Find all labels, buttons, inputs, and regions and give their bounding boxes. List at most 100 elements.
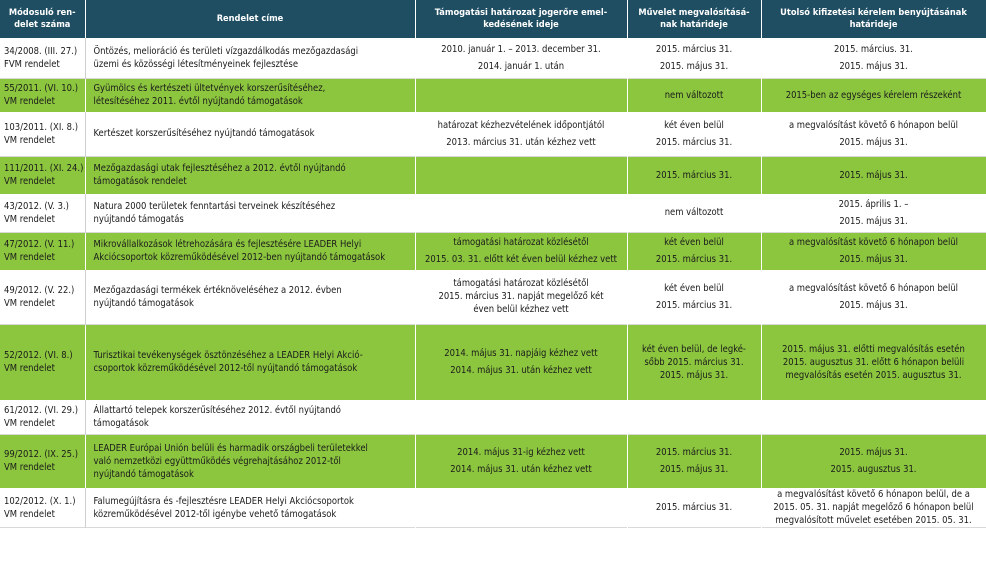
decision-date-cell [415, 488, 628, 528]
cell-line: támogatások [93, 417, 149, 429]
cell-line: a megvalósítást követő 6 hónapon belül, … [777, 489, 970, 500]
last-claim-cell: a megvalósítást követő 6 hónapon belül, … [761, 488, 986, 528]
decision-date-cell [415, 156, 628, 194]
cell-line: nyújtandó támogatás [93, 213, 184, 225]
cell-line: támogatási határozat közlésétől [453, 278, 589, 290]
cell-line: 2015. május 31. [839, 299, 908, 311]
regulation-title-cell: Turisztikai tevékenységek ösztönzéséhez … [85, 324, 416, 400]
regulation-table: Módosuló ren-delet száma Rendelet címe T… [0, 0, 986, 528]
operation-deadline-cell: két éven belül, de legké-sőbb 2015. márc… [627, 324, 762, 400]
header-operation-deadline: Művelet megvalósításá-nak határideje [627, 0, 762, 38]
table-row: 99/2012. (IX. 25.) VM rendelet LEADER Euró… [0, 434, 986, 488]
table-row: 111/2011. (XI. 24.) VM rendelet Mezőgazdas… [0, 156, 986, 194]
cell-line: a megvalósítást követő 6 hónapon belül [788, 237, 959, 249]
regulation-number-cell: 34/2008. (III. 27.) FVM rendelet [0, 38, 86, 78]
last-claim-cell [761, 400, 986, 434]
table-row: 102/2012. (X. 1.) VM rendelet Falumegújítá… [0, 488, 986, 528]
cell-line: Natura 2000 területek fenntartási tervei… [93, 200, 336, 212]
regulation-number-cell: 52/2012. (VI. 8.) VM rendelet [0, 324, 86, 400]
cell-line: 2015. március 31. [655, 299, 733, 311]
cell-line: két éven belül, de legké- [642, 343, 746, 355]
cell-line: 2014. május 31. után kézhez vett [450, 464, 592, 476]
cell-line: 2014. január 1. után [477, 60, 565, 72]
operation-deadline-cell: 2015. március 31. 2015. május 31. [627, 38, 762, 78]
cell-line: 99/2012. (IX. 25.) [4, 449, 78, 461]
regulation-number-cell: 55/2011. (VI. 10.) VM rendelet [0, 78, 86, 112]
cell-line: 2015. május 31. előtti megvalósítás eset… [782, 343, 965, 355]
cell-line: 2015. május 31. [839, 447, 908, 459]
cell-line: 2015. május 31. [839, 215, 908, 227]
regulation-number-cell: 99/2012. (IX. 25.) VM rendelet [0, 434, 86, 488]
cell-line: 2015. augusztus 31. előtt 6 hónapon belü… [782, 356, 965, 368]
cell-line: 2015. március. 31. [834, 43, 913, 55]
last-claim-cell: 2015. május 31. [761, 156, 986, 194]
cell-line: 2015. augusztus 31. [830, 464, 917, 476]
regulation-title-cell: Kertészet korszerűsítéséhez nyújtandó tá… [85, 112, 416, 156]
cell-line: határozat kézhezvételének időpontjától [437, 119, 605, 131]
cell-line: VM rendelet [4, 213, 55, 225]
cell-line: 2015. március 31. [655, 43, 733, 55]
cell-line: 52/2012. (VI. 8.) [4, 350, 73, 362]
cell-line: 2014. május 31. után kézhez vett [450, 365, 592, 377]
decision-date-cell [415, 400, 628, 434]
table-row: 52/2012. (VI. 8.) VM rendelet Turisztikai … [0, 324, 986, 400]
cell-line: támogatási határozat közlésétől [453, 237, 589, 249]
cell-line: 2015-ben az egységes kérelem részeként [785, 89, 962, 101]
cell-line: Kertészet korszerűsítéséhez nyújtandó tá… [93, 128, 315, 140]
cell-line: megvalósítás esetén 2015. augusztus 31. [785, 369, 962, 381]
regulation-number-cell: 43/2012. (V. 3.) VM rendelet [0, 194, 86, 232]
cell-line: 103/2011. (XI. 8.) [4, 121, 78, 133]
cell-line: 2015. május 31. [659, 369, 729, 381]
cell-line: csoportok közreműködésével 2012-től nyúj… [93, 363, 358, 375]
decision-date-cell [415, 194, 628, 232]
table-row: 47/2012. (V. 11.) VM rendelet Mikrovállalk… [0, 232, 986, 270]
decision-date-cell: határozat kézhezvételének időpontjától 20… [415, 112, 628, 156]
operation-deadline-cell: két éven belül 2015. március 31. [627, 270, 762, 324]
operation-deadline-cell: két éven belül 2015. március 31. [627, 112, 762, 156]
decision-date-cell: 2014. május 31-ig kézhez vett 2014. május… [415, 434, 628, 488]
table-row: 34/2008. (III. 27.) FVM rendelet Öntözés, … [0, 38, 986, 78]
last-claim-cell: 2015. március. 31. 2015. május 31. [761, 38, 986, 78]
operation-deadline-cell: 2015. március 31. [627, 156, 762, 194]
cell-line: megvalósított művelet esetében 2015. 05.… [775, 515, 972, 526]
cell-line: Akciócsoportok közreműködésével 2012-ben… [93, 252, 386, 264]
cell-line: 49/2012. (V. 22.) [4, 284, 75, 296]
operation-deadline-cell [627, 400, 762, 434]
cell-line: nem változott [664, 89, 724, 101]
cell-line: VM rendelet [4, 363, 55, 375]
operation-deadline-cell: 2015. március 31. 2015. május 31. [627, 434, 762, 488]
cell-line: 2013. március 31. után kézhez vett [446, 136, 596, 148]
cell-line: Gyümölcs és kertészeti ültetvények korsz… [93, 83, 326, 95]
table-row: 43/2012. (V. 3.) VM rendelet Natura 2000 t… [0, 194, 986, 232]
operation-deadline-cell: nem változott [627, 194, 762, 232]
cell-line: VM rendelet [4, 508, 55, 520]
cell-line: Öntözés, melioráció és területi vízgazdá… [93, 45, 359, 57]
cell-line: sőbb 2015. március 31. [644, 356, 744, 368]
cell-line: 2015. március 31. napját megelőző két [438, 291, 604, 303]
decision-date-cell: támogatási határozat közlésétől 2015. már… [415, 270, 628, 324]
cell-line: éven belül kézhez vett [473, 304, 569, 316]
last-claim-cell: 2015. május 31. 2015. augusztus 31. [761, 434, 986, 488]
regulation-number-cell: 47/2012. (V. 11.) VM rendelet [0, 232, 86, 270]
cell-line: 47/2012. (V. 11.) [4, 239, 75, 251]
cell-line: való nemzetközi együttműködés végrehajtá… [93, 455, 341, 467]
cell-line: nyújtandó támogatások [93, 297, 194, 309]
cell-line: 2015. május 31. [659, 464, 729, 476]
regulation-title-cell: Mezőgazdasági utak fejlesztéséhez a 2012… [85, 156, 416, 194]
cell-line: 2015. 05. 31. napját megelőző 6 hónapon … [773, 502, 974, 513]
cell-line: két éven belül [664, 282, 724, 294]
last-claim-cell: a megvalósítást követő 6 hónapon belül 20… [761, 112, 986, 156]
cell-line: 2015. március 31. [655, 502, 733, 513]
cell-line: 43/2012. (V. 3.) [4, 200, 69, 212]
cell-line: 2015. május 31. [839, 136, 908, 148]
cell-line: Mezőgazdasági utak fejlesztéséhez a 2012… [93, 163, 346, 175]
decision-date-cell: 2014. május 31. napjáig kézhez vett 2014.… [415, 324, 628, 400]
last-claim-cell: 2015-ben az egységes kérelem részeként [761, 78, 986, 112]
cell-line: 2015. március 31. [655, 447, 733, 459]
cell-line: 61/2012. (VI. 29.) [4, 404, 78, 416]
decision-date-cell: támogatási határozat közlésétől 2015. 03.… [415, 232, 628, 270]
cell-line: 2010. január 1. – 2013. december 31. [441, 43, 601, 55]
table-row: 49/2012. (V. 22.) VM rendelet Mezőgazdaság… [0, 270, 986, 324]
table-header-row: Módosuló ren-delet száma Rendelet címe T… [0, 0, 986, 38]
cell-line: 2015. március 31. [655, 169, 733, 181]
